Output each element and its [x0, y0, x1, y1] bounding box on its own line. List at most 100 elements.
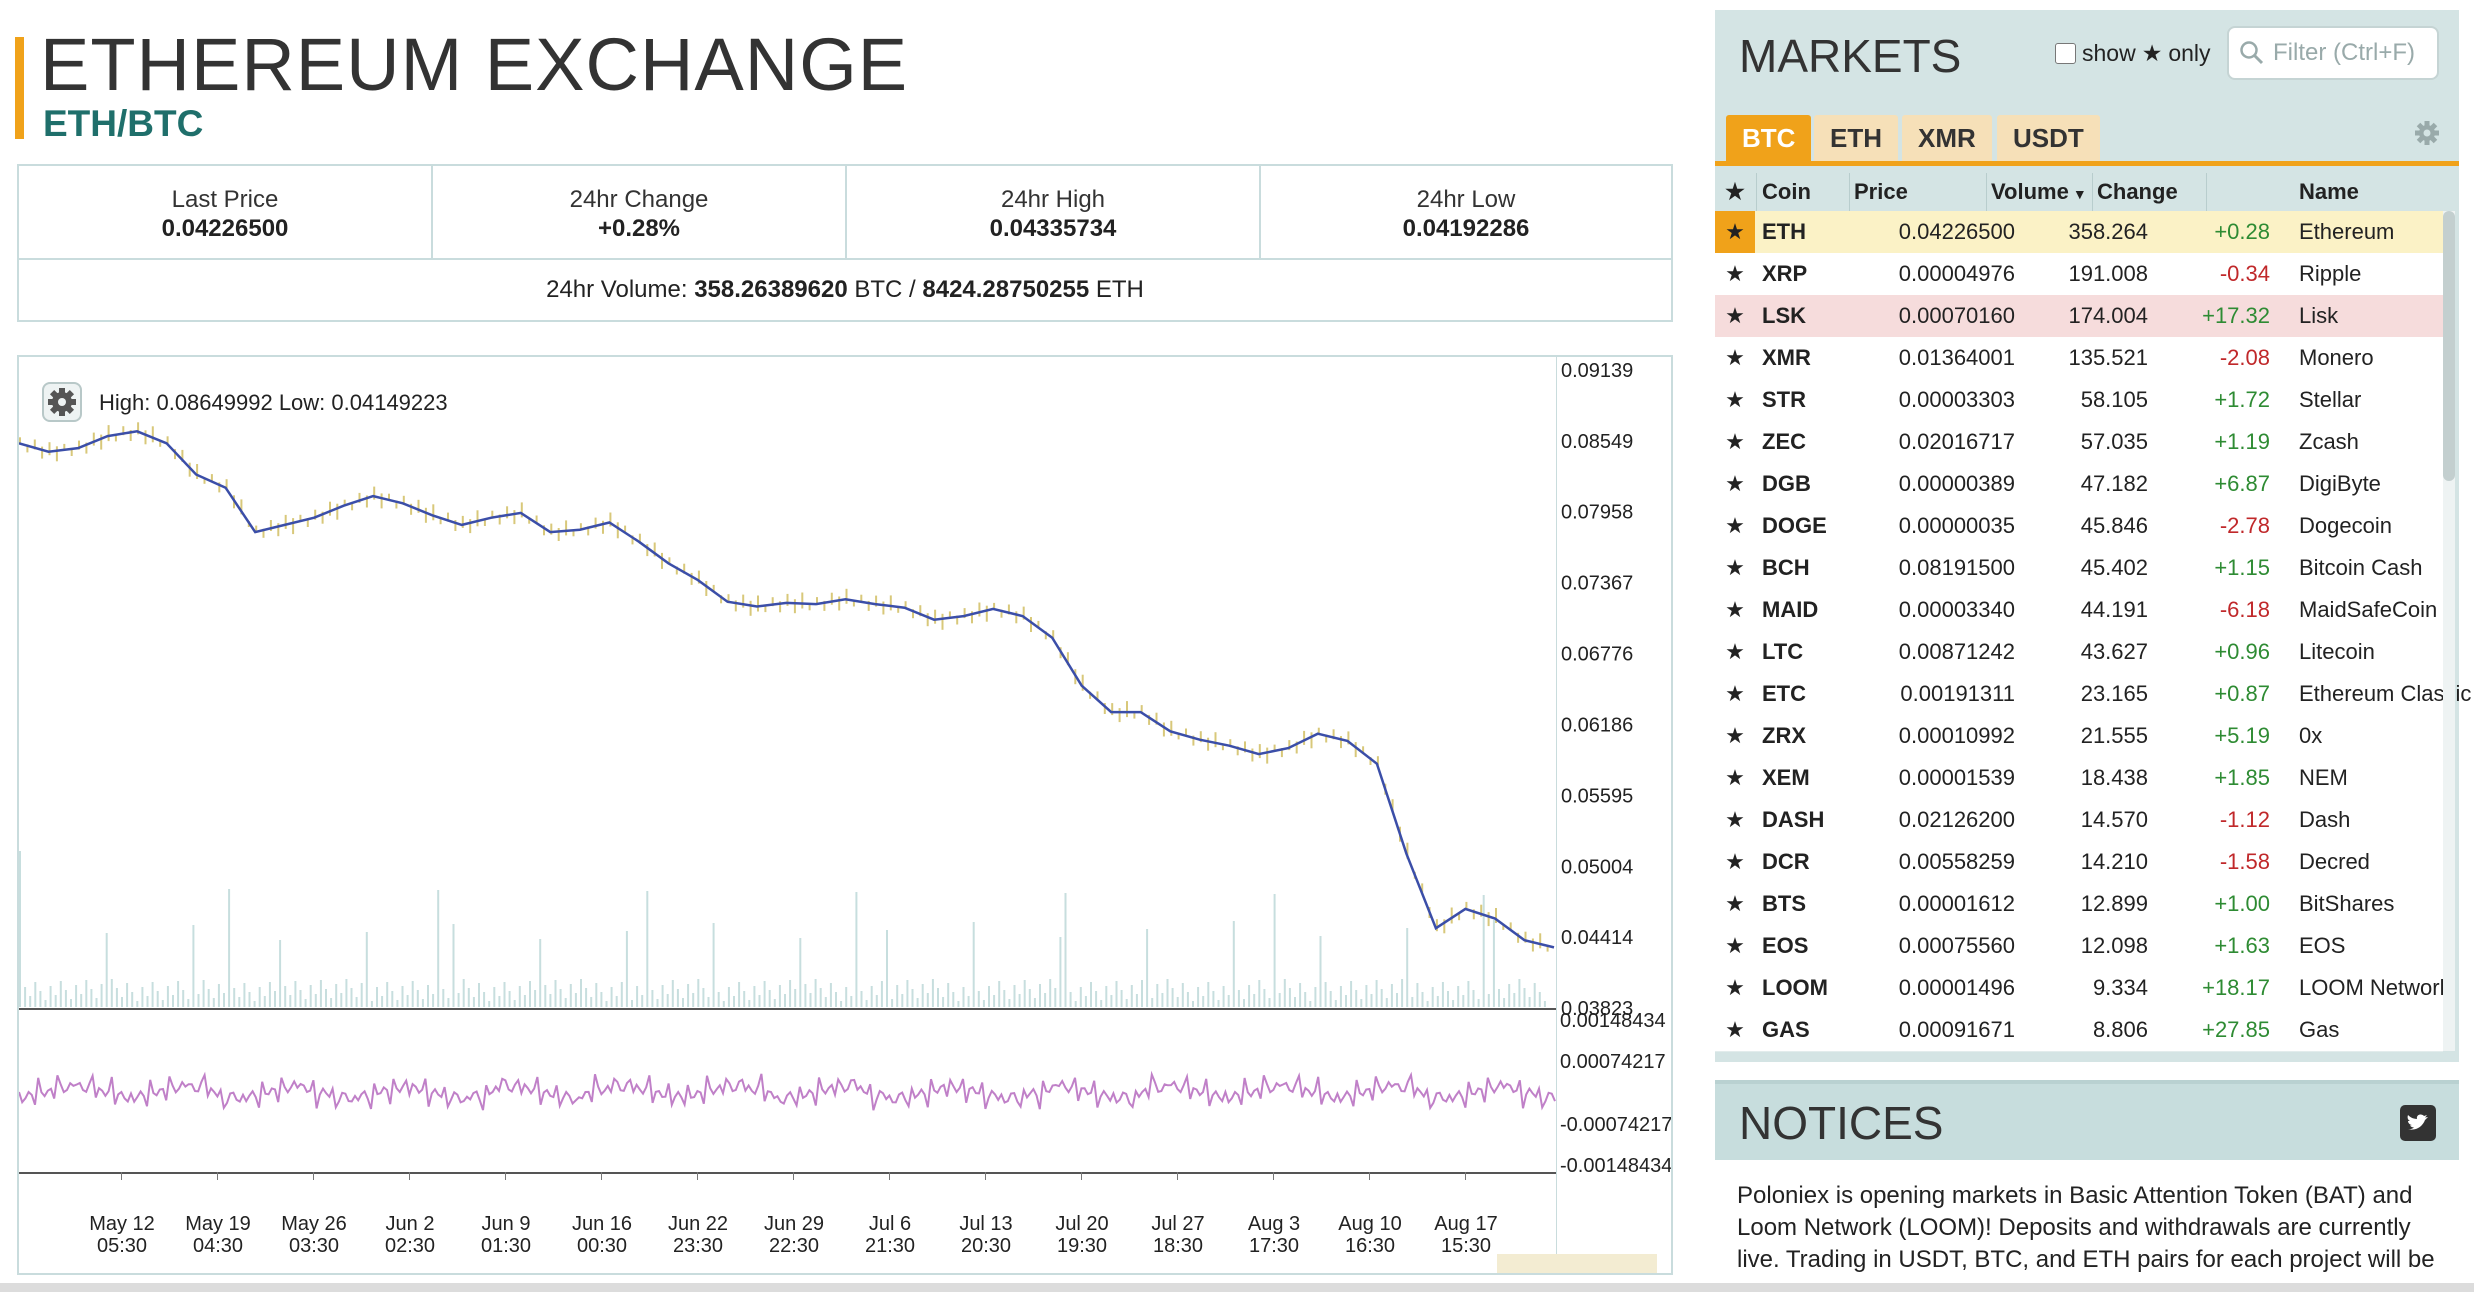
- favorites-checkbox[interactable]: [2055, 43, 2076, 64]
- volume-bar: [493, 987, 496, 1007]
- page-horizontal-scrollbar[interactable]: [0, 1283, 2474, 1292]
- chart-canvas[interactable]: 0.09139 0.08549 0.07958 0.07367 0.06776 0.061…: [19, 357, 1671, 1273]
- market-row-dgb[interactable]: ★ DGB 0.00000389 47.182 +6.87 DigiByte: [1715, 463, 2443, 506]
- volume-bar: [916, 998, 919, 1007]
- volume-bar: [891, 999, 894, 1007]
- x-axis-time: 17:30: [1249, 1235, 1299, 1257]
- candle: [1509, 922, 1512, 931]
- market-row-eth[interactable]: ★ ETH 0.04226500 358.264 +0.28 Ethereum: [1715, 211, 2443, 254]
- market-row-zrx[interactable]: ★ ZRX 0.00010992 21.555 +5.19 0x: [1715, 715, 2443, 758]
- volume-bar: [1273, 894, 1276, 1007]
- candle: [410, 503, 413, 515]
- market-row-xmr[interactable]: ★ XMR 0.01364001 135.521 -2.08 Monero: [1715, 337, 2443, 380]
- volume-bar: [972, 922, 975, 1007]
- stat-24h-volume: 24hr Volume: 358.26389620 BTC / 8424.287…: [19, 258, 1671, 322]
- favorite-star-icon[interactable]: ★: [1725, 387, 1745, 412]
- market-row-lsk[interactable]: ★ LSK 0.00070160 174.004 +17.32 Lisk: [1715, 295, 2443, 338]
- favorite-star-icon[interactable]: ★: [1725, 513, 1745, 538]
- market-row-loom[interactable]: ★ LOOM 0.00001496 9.334 +18.17 LOOM Network: [1715, 967, 2451, 1010]
- candle: [122, 426, 125, 436]
- favorite-star-icon[interactable]: ★: [1725, 303, 1745, 328]
- market-filter-input[interactable]: Filter (Ctrl+F): [2227, 26, 2439, 80]
- volume-bar: [1156, 984, 1159, 1007]
- volume-bar: [988, 986, 990, 1007]
- col-name[interactable]: Name: [2299, 179, 2359, 204]
- volume-bar: [335, 984, 338, 1007]
- volume-bar: [1518, 979, 1521, 1007]
- volume-bar: [1396, 993, 1398, 1007]
- x-axis-time: 16:30: [1345, 1235, 1395, 1257]
- favorite-star-icon[interactable]: ★: [1725, 891, 1745, 916]
- candle: [624, 525, 627, 533]
- candle: [1037, 620, 1040, 627]
- market-row-etc[interactable]: ★ ETC 0.00191311 23.165 +0.87 Ethereum Classi…: [1715, 673, 2471, 716]
- col-divider: [1849, 173, 1850, 211]
- market-row-dash[interactable]: ★ DASH 0.02126200 14.570 -1.12 Dash: [1715, 799, 2443, 842]
- favorite-star-icon[interactable]: ★: [1725, 765, 1745, 790]
- candle: [742, 594, 745, 608]
- volume-bar: [177, 981, 180, 1007]
- col-coin[interactable]: Coin: [1762, 179, 1811, 204]
- market-row-ltc[interactable]: ★ LTC 0.00871242 43.627 +0.96 Litecoin: [1715, 631, 2443, 674]
- favorite-star-icon[interactable]: ★: [1725, 471, 1745, 496]
- tab-btc[interactable]: BTC: [1726, 115, 1812, 161]
- favorite-star-icon[interactable]: ★: [1725, 807, 1745, 832]
- volume-bar: [942, 997, 945, 1007]
- market-row-eos[interactable]: ★ EOS 0.00075560 12.098 +1.63 EOS: [1715, 925, 2443, 968]
- favorite-star-icon[interactable]: ★: [1715, 211, 1755, 253]
- tab-eth[interactable]: ETH: [1814, 115, 1898, 161]
- favorite-star-icon[interactable]: ★: [1725, 1017, 1745, 1042]
- price-chart[interactable]: 0.09139 0.08549 0.07958 0.07367 0.06776 0.061…: [17, 355, 1673, 1275]
- favorite-star-icon[interactable]: ★: [1725, 681, 1745, 706]
- tab-xmr[interactable]: XMR: [1902, 115, 1992, 161]
- markets-scrollbar-thumb[interactable]: [2443, 211, 2455, 481]
- market-row-maid[interactable]: ★ MAID 0.00003340 44.191 -6.18 MaidSafeCoin: [1715, 589, 2443, 632]
- tab-usdt[interactable]: USDT: [1997, 115, 2100, 161]
- col-volume[interactable]: Volume ▼: [1991, 173, 2124, 213]
- volume-bar: [1023, 980, 1026, 1007]
- market-row-xem[interactable]: ★ XEM 0.00001539 18.438 +1.85 NEM: [1715, 757, 2443, 800]
- volume-bar: [906, 980, 909, 1007]
- market-row-doge[interactable]: ★ DOGE 0.00000035 45.846 -2.78 Dogecoin: [1715, 505, 2443, 548]
- market-price: 0.00001539: [1898, 765, 2015, 790]
- favorite-star-icon[interactable]: ★: [1725, 933, 1745, 958]
- candle: [1495, 908, 1497, 923]
- favorite-star-icon[interactable]: ★: [1725, 345, 1745, 370]
- favorite-star-icon[interactable]: ★: [1725, 639, 1745, 664]
- volume-bar: [223, 993, 225, 1007]
- chart-settings-button[interactable]: [42, 382, 82, 422]
- favorite-star-icon[interactable]: ★: [1725, 555, 1745, 580]
- volume-bar: [921, 984, 924, 1007]
- market-row-dcr[interactable]: ★ DCR 0.00558259 14.210 -1.58 Decred: [1715, 841, 2443, 884]
- favorite-star-icon[interactable]: ★: [1725, 261, 1745, 286]
- candle: [269, 520, 272, 531]
- market-row-str[interactable]: ★ STR 0.00003303 58.105 +1.72 Stellar: [1715, 379, 2443, 422]
- volume-bar: [1487, 994, 1490, 1007]
- x-axis-date: Aug 3: [1248, 1213, 1300, 1235]
- favorite-star-icon[interactable]: ★: [1725, 723, 1745, 748]
- volume-bar: [692, 993, 695, 1007]
- volume-bar: [687, 984, 690, 1007]
- volume-bar: [962, 987, 965, 1007]
- markets-settings-gear-icon[interactable]: [2412, 118, 2442, 148]
- market-row-zec[interactable]: ★ ZEC 0.02016717 57.035 +1.19 Zcash: [1715, 421, 2443, 464]
- x-axis-time: 03:30: [289, 1235, 339, 1257]
- market-row-xrp[interactable]: ★ XRP 0.00004976 191.008 -0.34 Ripple: [1715, 253, 2443, 296]
- volume-bar: [763, 981, 766, 1007]
- favorite-star-icon[interactable]: ★: [1725, 597, 1745, 622]
- favorite-star-icon[interactable]: ★: [1725, 849, 1745, 874]
- favorite-star-icon[interactable]: ★: [1725, 975, 1745, 1000]
- col-change[interactable]: Change: [2097, 179, 2178, 204]
- market-price: 0.00001612: [1898, 891, 2015, 916]
- twitter-icon[interactable]: [2400, 1105, 2436, 1141]
- volume-btc-unit: BTC /: [854, 276, 916, 303]
- market-row-bch[interactable]: ★ BCH 0.08191500 45.402 +1.15 Bitcoin Cash: [1715, 547, 2443, 590]
- x-axis-tick-mark: [505, 1172, 506, 1180]
- col-price[interactable]: Price: [1854, 179, 1908, 204]
- favorite-star-icon[interactable]: ★: [1725, 429, 1745, 454]
- star-column-icon[interactable]: ★: [1725, 179, 1745, 204]
- volume-bar: [258, 987, 261, 1007]
- market-row-bts[interactable]: ★ BTS 0.00001612 12.899 +1.00 BitShares: [1715, 883, 2443, 926]
- market-row-gas[interactable]: ★ GAS 0.00091671 8.806 +27.85 Gas: [1715, 1009, 2443, 1052]
- show-favorites-toggle[interactable]: show ★ only: [2055, 40, 2211, 67]
